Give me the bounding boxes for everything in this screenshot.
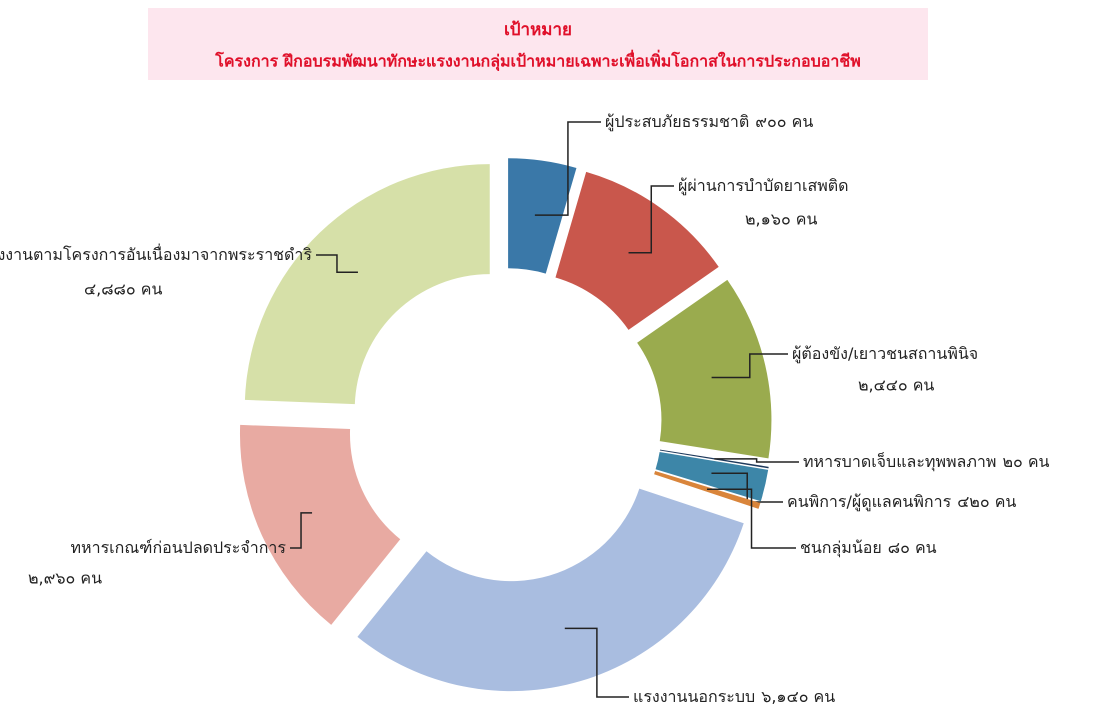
segment-label: ทหารบาดเจ็บและทุพพลภาพ ๒๐ คน	[803, 451, 1050, 472]
value-label: ๔๒๐ คน	[957, 492, 1016, 511]
value-label: ๒,๔๔๐ คน	[858, 376, 934, 395]
value-label: ๘๐ คน	[888, 538, 937, 557]
donut-segment	[637, 279, 772, 459]
category-name: ผู้ประสบภัยธรรมชาติ	[605, 112, 749, 132]
segment-label: ผู้ต้องขัง/เยาวชนสถานพินิจ	[792, 344, 978, 364]
chart-subtitle: โครงการ ฝึกอบรมพัฒนาทักษะแรงงานกลุ่มเป้า…	[214, 50, 861, 72]
title-banner	[148, 8, 928, 80]
value-label: ๒๐ คน	[1002, 452, 1049, 471]
leader-line	[711, 353, 788, 379]
segment-label: ผู้ผ่านการบำบัดยาเสพติด	[678, 176, 849, 196]
value-label: ๙๐๐ คน	[755, 112, 813, 131]
segment-label: ผู้ประสบภัยธรรมชาติ ๙๐๐ คน	[605, 112, 813, 132]
category-name: ทหารเกณฑ์ก่อนปลดประจำการ	[70, 538, 286, 557]
value-label: ๔,๘๘๐ คน	[84, 280, 162, 299]
segment-label: คนพิการ/ผู้ดูแลคนพิการ ๔๒๐ คน	[787, 492, 1016, 512]
category-name: คนพิการ/ผู้ดูแลคนพิการ	[787, 492, 952, 512]
segment-label: แรงงานนอกระบบ ๖,๑๔๐ คน	[633, 687, 835, 706]
leader-line	[564, 627, 629, 698]
category-name: ผู้ผ่านการบำบัดยาเสพติด	[678, 176, 849, 196]
donut-segment	[555, 171, 719, 330]
leader-line	[534, 121, 601, 216]
donut-segment	[357, 488, 744, 692]
category-name: แรงงานตามโครงการอันเนื่องมาจากพระราชดำริ	[0, 243, 312, 264]
donut-segment	[508, 158, 577, 274]
leader-line	[711, 472, 783, 503]
value-label: ๒,๙๖๐ คน	[28, 569, 102, 588]
leader-line	[628, 185, 674, 254]
segment-label: แรงงานตามโครงการอันเนื่องมาจากพระราชดำริ	[0, 243, 312, 264]
leader-line	[707, 488, 796, 549]
donut-segment	[239, 424, 401, 625]
value-label: ๒,๑๖๐ คน	[745, 210, 818, 229]
donut-segment	[244, 164, 490, 405]
leader-line	[290, 512, 313, 549]
value-label: ๖,๑๔๐ คน	[761, 687, 835, 706]
category-name: ทหารบาดเจ็บและทุพพลภาพ	[803, 451, 996, 472]
segment-label: ทหารเกณฑ์ก่อนปลดประจำการ	[70, 538, 286, 557]
leader-line	[714, 458, 799, 463]
segment-label: ชนกลุ่มน้อย ๘๐ คน	[800, 538, 937, 558]
chart-title: เป้าหมาย	[504, 20, 572, 40]
category-name: ผู้ต้องขัง/เยาวชนสถานพินิจ	[792, 344, 978, 364]
category-name: ชนกลุ่มน้อย	[800, 538, 882, 558]
leader-line	[316, 254, 358, 274]
category-name: แรงงานนอกระบบ	[633, 687, 755, 706]
